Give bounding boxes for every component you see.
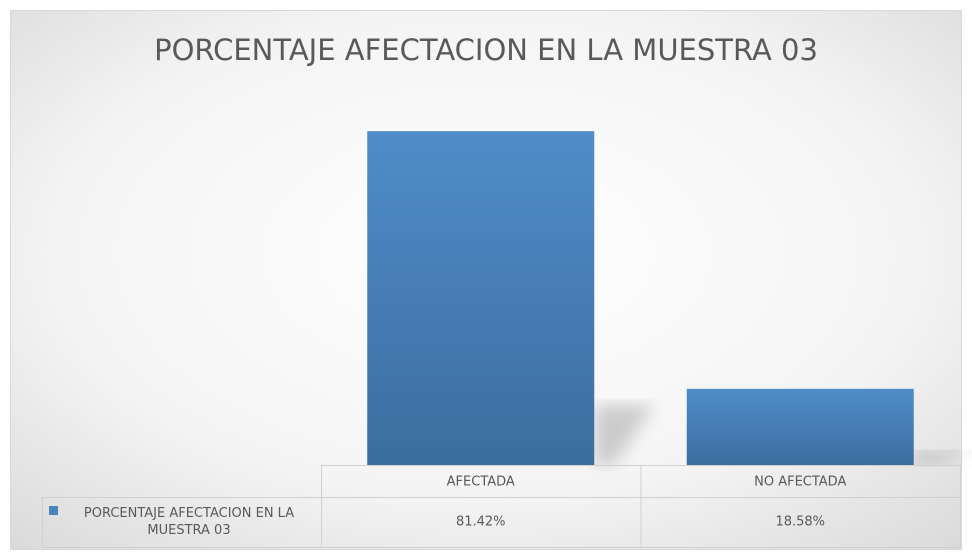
category-label: NO AFECTADA <box>754 475 846 490</box>
bar <box>367 131 595 466</box>
chart-title: PORCENTAJE AFECTACION EN LA MUESTRA 03 <box>154 33 818 67</box>
category-label: AFECTADA <box>447 475 515 490</box>
data-table: PORCENTAJE AFECTACION EN LA MUESTRA 03 AF… <box>42 465 961 548</box>
shadows <box>594 404 972 465</box>
bar <box>686 388 914 465</box>
bar-shadow <box>594 404 655 465</box>
value-label: 81.42% <box>456 515 506 530</box>
value-label: 18.58% <box>775 515 825 530</box>
legend-cell: PORCENTAJE AFECTACION EN LA MUESTRA 03 <box>83 506 295 538</box>
legend-swatch <box>49 506 58 515</box>
legend-label: PORCENTAJE AFECTACION EN LA MUESTRA 03 <box>83 506 295 538</box>
bars <box>367 131 914 466</box>
bar-shadow <box>913 451 972 465</box>
